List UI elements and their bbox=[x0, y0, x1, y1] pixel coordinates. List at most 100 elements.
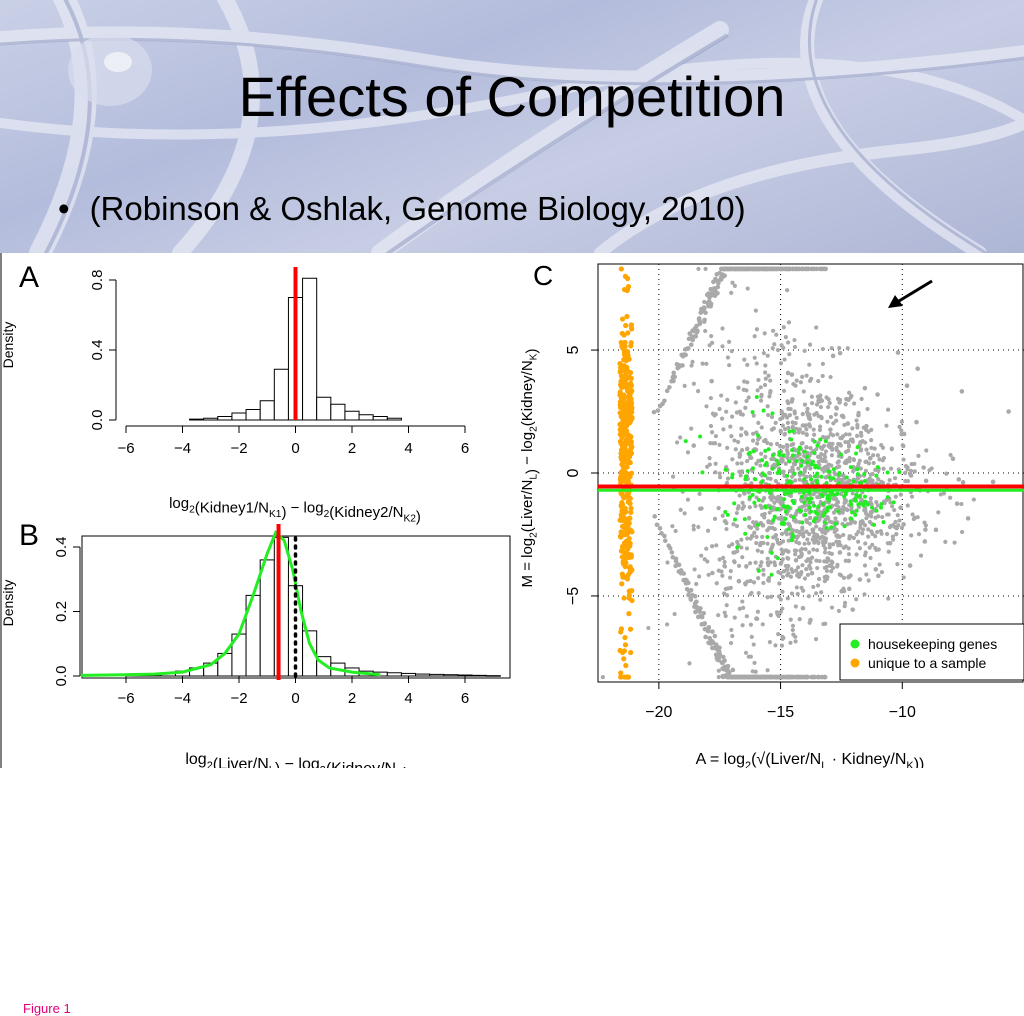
data-point bbox=[952, 540, 957, 545]
data-point bbox=[767, 394, 772, 399]
data-point bbox=[626, 611, 632, 617]
data-point bbox=[626, 515, 632, 522]
data-point bbox=[803, 547, 808, 552]
data-point bbox=[827, 545, 832, 550]
data-point bbox=[619, 514, 625, 520]
data-point bbox=[618, 266, 624, 272]
data-point bbox=[873, 567, 879, 572]
data-point bbox=[873, 534, 878, 539]
data-point bbox=[786, 425, 791, 430]
data-point bbox=[699, 622, 705, 627]
data-point bbox=[705, 528, 711, 533]
data-point bbox=[903, 470, 908, 476]
data-point bbox=[819, 492, 824, 497]
data-point bbox=[817, 527, 823, 532]
data-point bbox=[790, 448, 795, 453]
data-point bbox=[812, 432, 817, 437]
data-point bbox=[781, 325, 786, 330]
data-point bbox=[865, 451, 871, 456]
data-point bbox=[785, 420, 791, 425]
data-point bbox=[720, 654, 726, 660]
data-point bbox=[755, 388, 760, 393]
data-point bbox=[845, 421, 851, 426]
data-point bbox=[827, 400, 832, 406]
data-point bbox=[758, 503, 763, 508]
data-point bbox=[792, 337, 797, 343]
data-point bbox=[881, 466, 886, 471]
data-point bbox=[702, 557, 707, 562]
data-point bbox=[852, 401, 857, 406]
data-point bbox=[623, 538, 629, 544]
data-point bbox=[774, 674, 779, 680]
data-point bbox=[761, 408, 766, 413]
data-point bbox=[740, 623, 745, 628]
data-point bbox=[785, 473, 790, 478]
data-point bbox=[718, 275, 724, 281]
x-tick-label: −6 bbox=[117, 440, 134, 457]
x-axis-label-part: K bbox=[906, 760, 914, 768]
figure-1: A B C −6 −4 −2 0 2 4 6 0.0 0.4 0.8 Density log2(Kid… bbox=[0, 253, 1024, 1016]
data-point bbox=[752, 266, 758, 272]
data-point bbox=[845, 346, 850, 351]
x-axis-label-part: 2 bbox=[189, 505, 195, 516]
data-point bbox=[811, 519, 816, 524]
data-point bbox=[815, 471, 820, 476]
data-point bbox=[705, 626, 711, 632]
data-point bbox=[708, 395, 714, 401]
data-point bbox=[791, 515, 796, 520]
data-point bbox=[758, 563, 763, 568]
data-point bbox=[818, 424, 823, 429]
data-point bbox=[624, 313, 630, 320]
data-point bbox=[862, 478, 867, 483]
data-point bbox=[832, 526, 838, 532]
data-point bbox=[619, 316, 626, 322]
data-point bbox=[797, 477, 802, 482]
data-point bbox=[696, 524, 701, 530]
x-axis-label-part: ) bbox=[416, 509, 421, 526]
data-point bbox=[820, 674, 825, 680]
data-point bbox=[851, 479, 856, 484]
data-point bbox=[876, 477, 881, 482]
y-tick-label: 0.4 bbox=[89, 340, 106, 361]
data-point bbox=[867, 545, 872, 550]
x-tick-label: 2 bbox=[348, 440, 356, 457]
data-point bbox=[865, 406, 870, 412]
data-point bbox=[787, 266, 793, 272]
data-point bbox=[807, 378, 813, 383]
data-point bbox=[794, 378, 799, 383]
data-point bbox=[716, 613, 721, 618]
data-point bbox=[842, 524, 847, 529]
data-point bbox=[844, 480, 849, 485]
data-point bbox=[685, 497, 691, 502]
data-point bbox=[619, 581, 625, 587]
data-point bbox=[812, 450, 817, 455]
data-point bbox=[804, 432, 809, 437]
data-point bbox=[617, 431, 623, 437]
data-point bbox=[824, 564, 829, 570]
data-point bbox=[670, 524, 675, 529]
data-point bbox=[785, 573, 790, 578]
data-point bbox=[813, 509, 818, 514]
histogram-bar bbox=[245, 409, 261, 421]
data-point bbox=[843, 402, 848, 407]
data-point bbox=[836, 441, 841, 447]
data-point bbox=[730, 633, 735, 639]
data-point bbox=[761, 350, 766, 356]
data-point bbox=[797, 445, 802, 450]
data-point bbox=[879, 531, 884, 536]
data-point bbox=[745, 362, 750, 368]
data-point bbox=[773, 643, 778, 648]
data-point bbox=[697, 491, 702, 496]
data-point bbox=[662, 533, 667, 539]
data-point bbox=[856, 476, 861, 481]
data-point bbox=[842, 604, 847, 609]
data-point bbox=[862, 494, 867, 499]
data-point bbox=[829, 605, 835, 610]
data-point bbox=[834, 465, 840, 470]
data-point bbox=[706, 572, 711, 577]
data-point bbox=[805, 460, 810, 465]
data-point bbox=[823, 266, 828, 272]
data-point bbox=[682, 511, 687, 516]
data-point bbox=[748, 622, 754, 627]
legend-marker-green bbox=[850, 639, 860, 649]
